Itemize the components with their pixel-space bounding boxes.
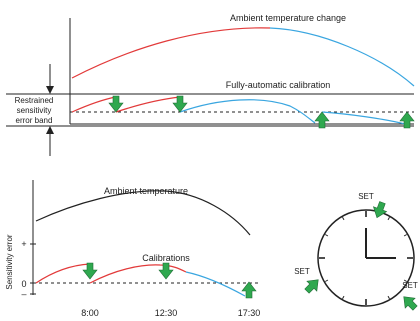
bottom-calib-fall — [185, 271, 246, 297]
bottom-calib-rise-2 — [89, 264, 187, 284]
set-label-top: SET — [358, 192, 374, 201]
clock-tick — [403, 234, 407, 237]
bottom-up-arrow — [241, 281, 257, 299]
time-label-1: 8:00 — [81, 308, 99, 318]
calibrations-label: Calibrations — [142, 253, 190, 263]
calib-up-arrow-1 — [314, 111, 330, 129]
clock-tick — [342, 217, 345, 221]
ambient-temperature-label: Ambient temperature — [104, 186, 188, 196]
calib-segment-fall-2 — [321, 111, 406, 125]
band-label-line-3: error band — [16, 116, 53, 125]
bottom-down-arrow-1 — [82, 262, 98, 280]
y-tick-zero: 0 — [21, 279, 26, 289]
ambient-change-label: Ambient temperature change — [230, 13, 346, 23]
band-top-arrowhead — [46, 86, 54, 94]
clock-tick — [387, 295, 390, 299]
set-arrow-left — [304, 279, 319, 294]
bottom-calib-rise-1 — [35, 263, 91, 284]
clock-tick — [342, 295, 345, 299]
clock-tick-marks — [319, 211, 413, 305]
set-label-right: SET — [402, 281, 418, 290]
calib-down-arrow-2 — [172, 95, 188, 113]
calib-down-arrow-1 — [108, 95, 124, 113]
clock-tick — [325, 234, 329, 237]
y-tick-plus: + — [21, 239, 26, 249]
bottom-down-arrow-2 — [158, 262, 174, 280]
top-panel: Restrained sensitivity error band Ambien… — [6, 13, 415, 156]
set-arrow-right — [403, 296, 418, 311]
band-label-line-1: Restrained — [15, 96, 54, 105]
clock-tick — [403, 279, 407, 282]
band-label-line-2: sensitivity — [17, 106, 52, 115]
set-arrow-top — [372, 201, 388, 219]
calib-up-arrow-2 — [399, 111, 415, 129]
clock-tick — [387, 217, 390, 221]
time-label-2: 12:30 — [155, 308, 178, 318]
y-tick-minus: – — [21, 289, 26, 299]
calib-segment-fall-1 — [179, 99, 316, 124]
time-label-3: 17:30 — [238, 308, 261, 318]
clock-tick — [325, 279, 329, 282]
set-label-left: SET — [294, 267, 310, 276]
calibration-label: Fully-automatic calibration — [226, 80, 331, 90]
calib-segment-rise-2 — [115, 96, 181, 113]
ambient-rising-curve — [71, 27, 271, 79]
ambient-temperature-curve — [35, 190, 251, 236]
clock: SET SET SET — [294, 192, 418, 311]
ambient-falling-curve — [269, 27, 415, 87]
bottom-panel: + 0 – Sensitivity error Ambient temperat… — [5, 180, 260, 318]
calib-segment-rise-1 — [71, 96, 117, 113]
y-axis-label: Sensitivity error — [5, 234, 14, 289]
band-bottom-arrowhead — [46, 126, 54, 134]
